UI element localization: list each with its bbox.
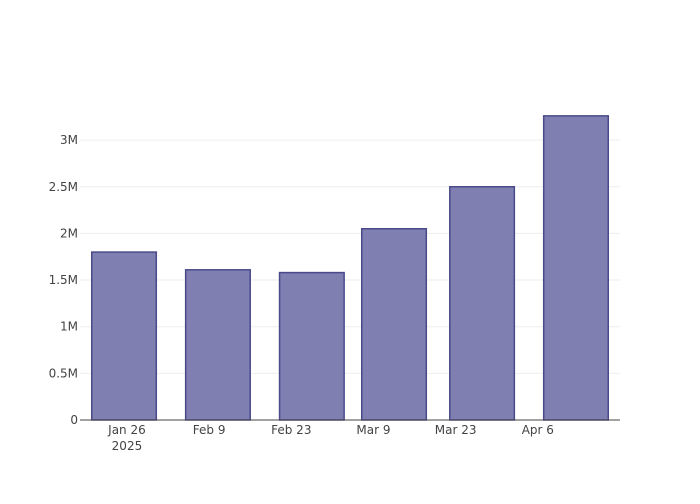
x-tick-label: Mar 9 (356, 423, 390, 437)
y-tick-label: 3M (60, 133, 78, 147)
bar (90, 251, 158, 421)
gridlines (80, 139, 620, 374)
x-tick-year-label: 2025 (112, 439, 143, 453)
bar (278, 271, 345, 421)
y-axis-ticks: 0 0.5M 1M 1.5M 2M 2.5M 3M (49, 133, 78, 427)
x-tick-label: Apr 6 (522, 423, 554, 437)
x-tick-label: Jan 26 (107, 423, 146, 437)
bar (184, 269, 251, 421)
x-axis-ticks: Jan 26 2025 Feb 9 Feb 23 Mar 9 Mar 23 Apr 6 (107, 423, 554, 453)
y-tick-label: 0 (70, 413, 78, 427)
y-tick-label: 0.5M (49, 366, 78, 380)
y-tick-label: 2M (60, 226, 78, 240)
y-tick-label: 2.5M (49, 180, 78, 194)
x-tick-label: Feb 23 (271, 423, 311, 437)
y-tick-label: 1M (60, 320, 78, 334)
bar (449, 186, 516, 421)
x-tick-label: Feb 9 (193, 423, 226, 437)
bar (542, 115, 610, 421)
x-tick-label: Mar 23 (435, 423, 477, 437)
bar (360, 227, 428, 421)
y-tick-label: 1.5M (49, 273, 78, 287)
bars (90, 115, 610, 421)
